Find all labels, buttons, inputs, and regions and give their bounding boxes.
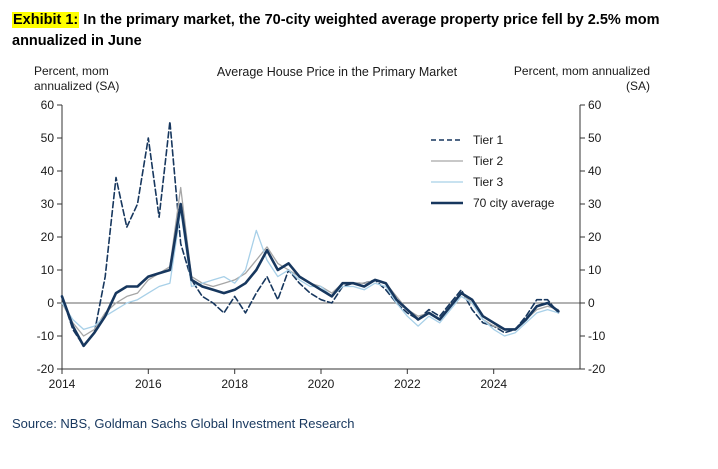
avg-line-sample-icon <box>431 201 463 205</box>
svg-text:2016: 2016 <box>135 377 162 391</box>
svg-text:50: 50 <box>41 131 55 145</box>
svg-text:40: 40 <box>41 164 55 178</box>
legend-item-tier-1: Tier 1 <box>430 133 554 147</box>
svg-text:10: 10 <box>588 263 602 277</box>
svg-text:0: 0 <box>588 296 595 310</box>
legend-item-tier-2: Tier 2 <box>430 154 554 168</box>
exhibit-label: Exhibit 1: <box>12 12 80 28</box>
source-note: Source: NBS, Goldman Sachs Global Invest… <box>12 415 355 431</box>
svg-text:30: 30 <box>588 197 602 211</box>
svg-text:60: 60 <box>588 98 602 112</box>
chart-title: Average House Price in the Primary Marke… <box>216 65 458 80</box>
svg-text:10: 10 <box>41 263 55 277</box>
legend-label: Tier 3 <box>473 174 504 189</box>
axis-caption-row: Percent, mom annualized (SA) Average Hou… <box>12 64 706 95</box>
svg-text:2014: 2014 <box>49 377 76 391</box>
exhibit-title-text: In the primary market, the 70-city weigh… <box>12 12 660 50</box>
svg-text:-20: -20 <box>37 362 55 376</box>
svg-text:60: 60 <box>41 98 55 112</box>
legend-label: Tier 2 <box>473 153 504 168</box>
svg-text:0: 0 <box>47 296 54 310</box>
svg-text:20: 20 <box>41 230 55 244</box>
legend-item-tier-3: Tier 3 <box>430 175 554 189</box>
legend-label: Tier 1 <box>473 132 504 147</box>
svg-text:30: 30 <box>41 197 55 211</box>
svg-text:40: 40 <box>588 164 602 178</box>
svg-text:2022: 2022 <box>394 377 421 391</box>
svg-text:2018: 2018 <box>221 377 248 391</box>
left-axis-caption: Percent, mom annualized (SA) <box>34 64 120 94</box>
chart-area: 60 60 50 50 40 40 30 30 20 20 10 10 0 0 -10 -10 -20 -20 20… <box>12 97 706 414</box>
legend-item-70-city-average: 70 city average <box>430 196 554 210</box>
svg-text:2024: 2024 <box>480 377 507 391</box>
tier1-line-sample-icon <box>431 138 463 141</box>
tier3-line-sample-icon <box>431 181 463 183</box>
right-axis-caption: Percent, mom annualized (SA) <box>513 64 650 94</box>
svg-text:50: 50 <box>588 131 602 145</box>
legend-label: 70 city average <box>473 195 555 210</box>
svg-text:2020: 2020 <box>308 377 335 391</box>
series-tier-3 <box>61 209 560 337</box>
exhibit-title: Exhibit 1: In the primary market, the 70… <box>12 10 706 52</box>
svg-text:-10: -10 <box>588 329 606 343</box>
svg-text:-10: -10 <box>37 329 55 343</box>
tier2-line-sample-icon <box>431 160 463 162</box>
chart-legend: Tier 1 Tier 2 Tier 3 70 city average <box>430 133 554 210</box>
series-70-city-average <box>60 202 560 347</box>
svg-text:20: 20 <box>588 230 602 244</box>
svg-text:-20: -20 <box>588 362 606 376</box>
